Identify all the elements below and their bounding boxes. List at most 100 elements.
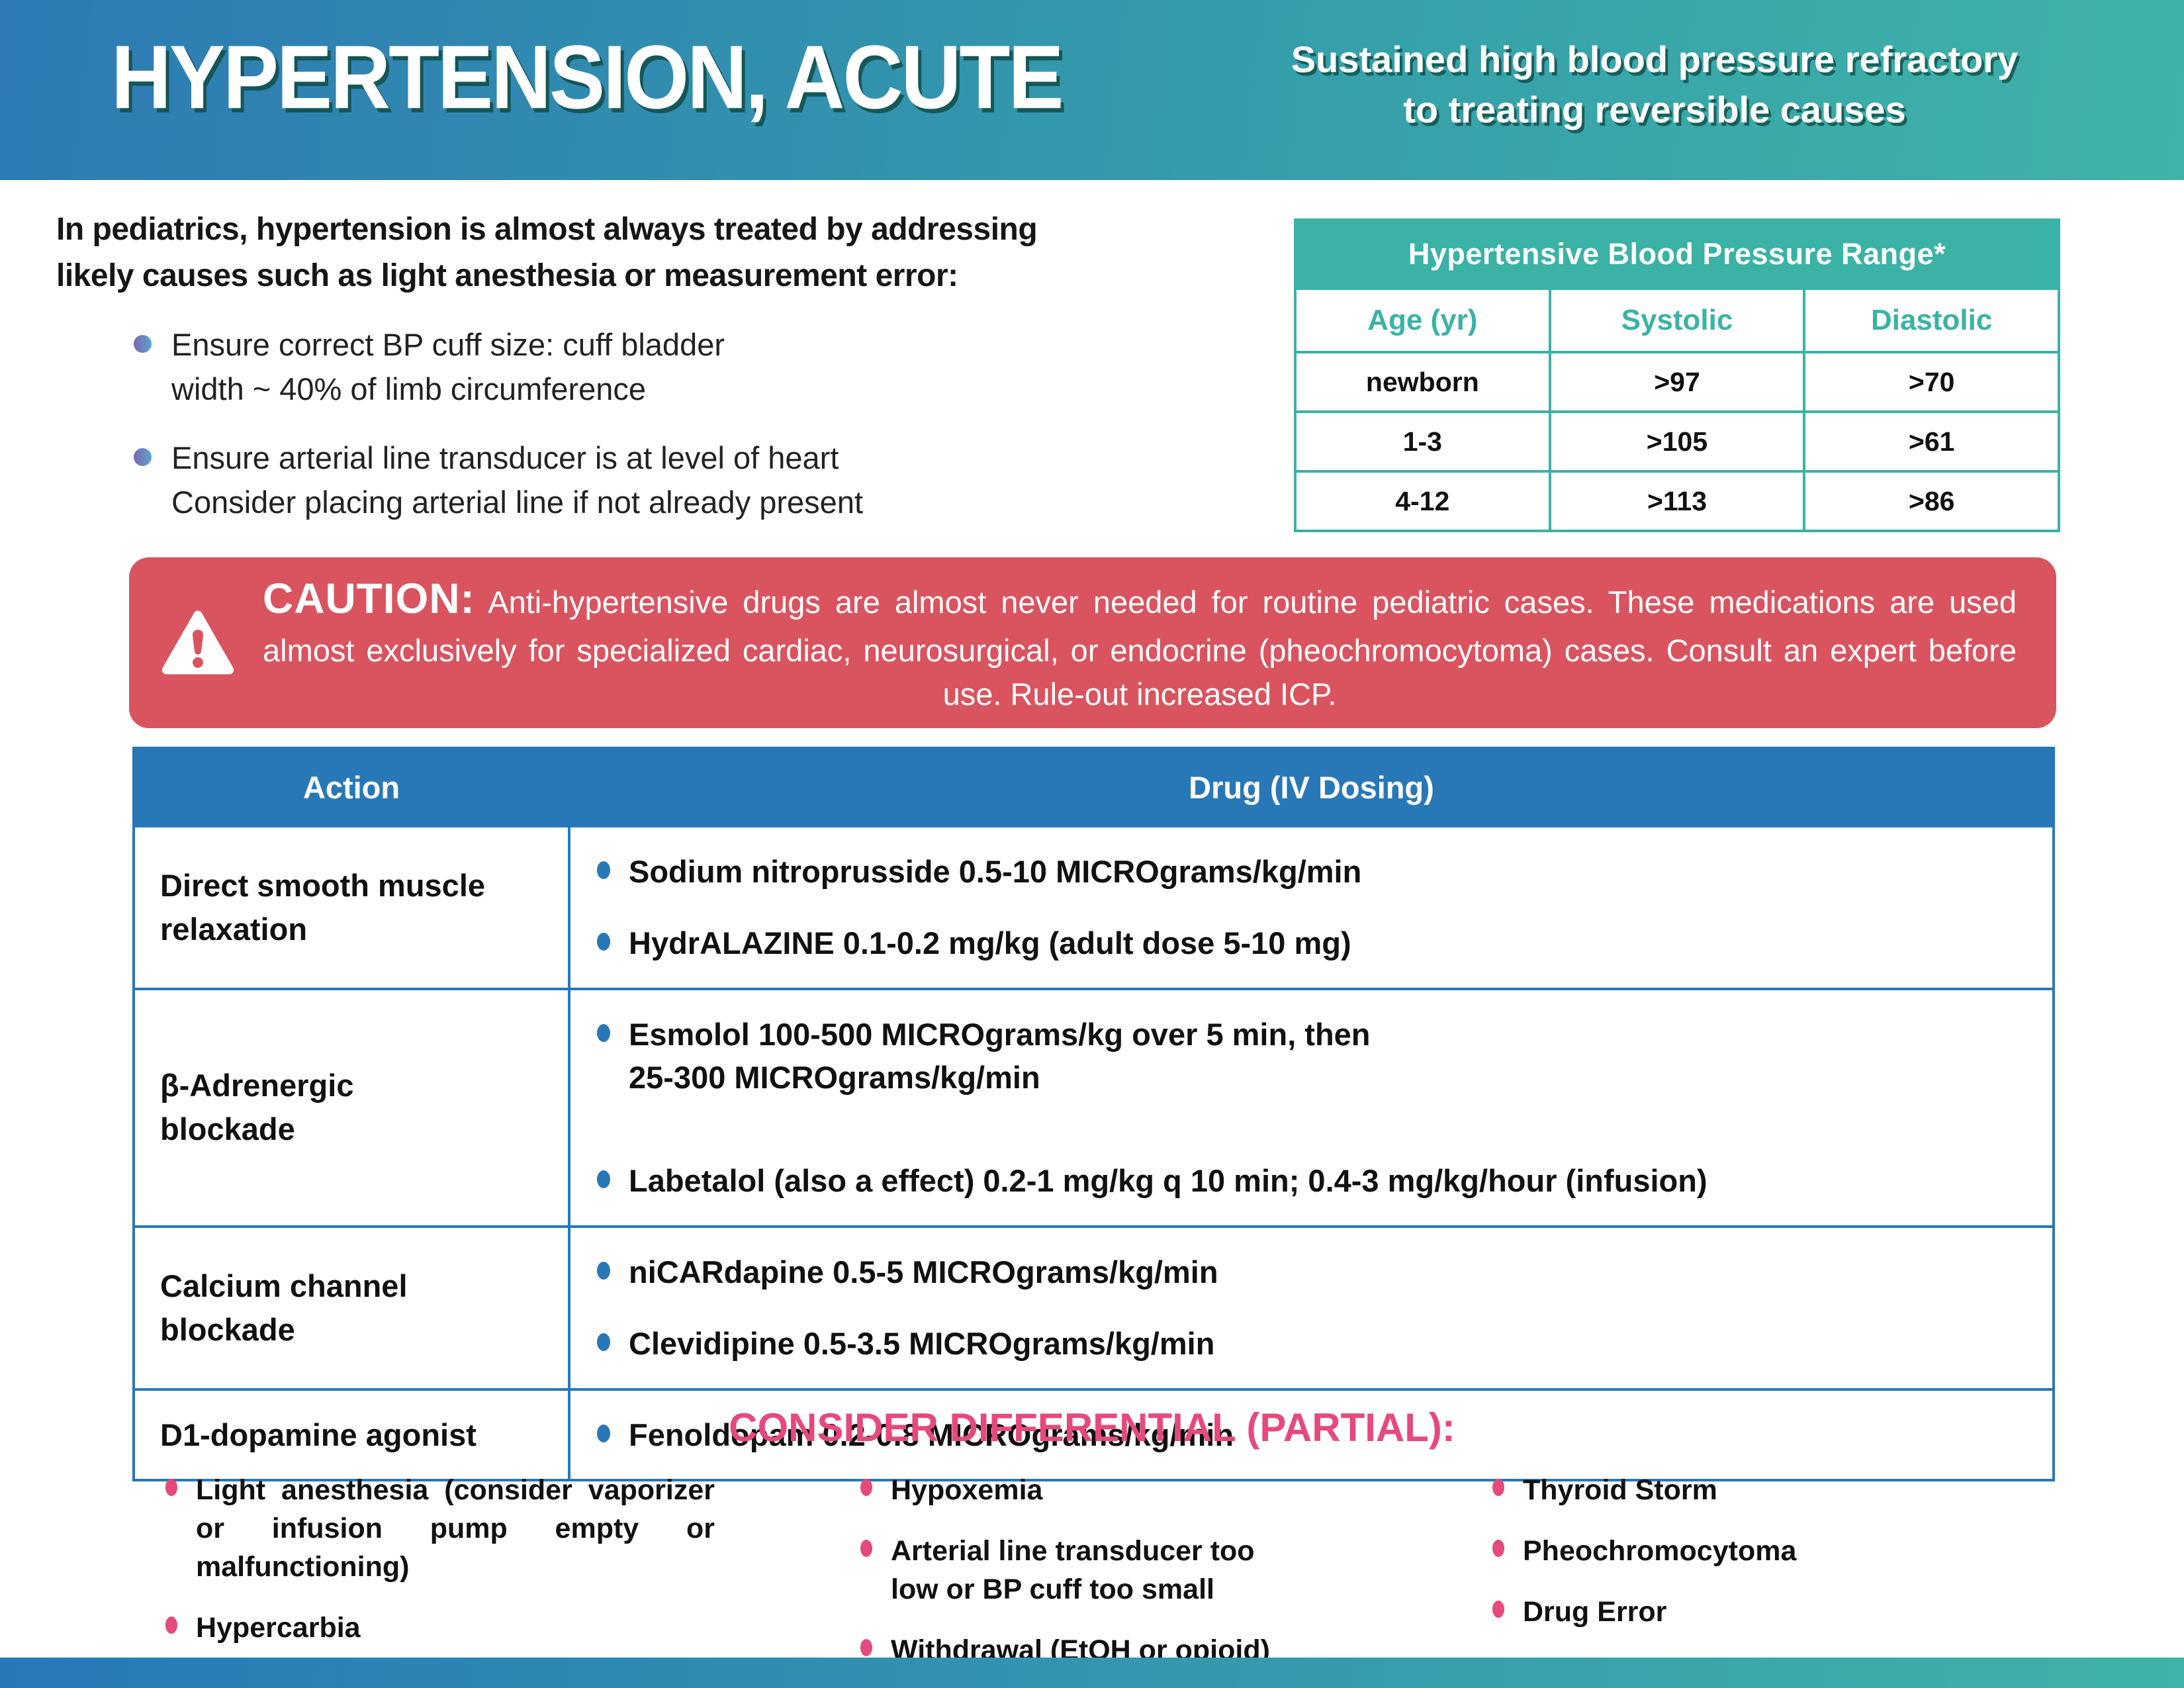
action-cell: D1-dopamine agonist bbox=[132, 1387, 570, 1482]
page-subtitle: Sustained high blood pressure refractory… bbox=[1291, 38, 2019, 130]
drug-item: Labetalol (also a effect) 0.2-1 mg/kg q … bbox=[597, 1159, 2026, 1203]
bullet-icon bbox=[597, 861, 610, 879]
intro-paragraph: In pediatrics, hypertension is almost al… bbox=[56, 212, 1038, 293]
drug-item: HydrALAZINE 0.1-0.2 mg/kg (adult dose 5-… bbox=[597, 921, 2026, 965]
drug-text: Esmolol 100-500 MICROgrams/kg over 5 min… bbox=[629, 1016, 1371, 1096]
caution-text: CAUTION: Anti-hypertensive drugs are alm… bbox=[263, 569, 2017, 716]
drug-text: Fenoldopam 0.2-0.8 MICROgrams/kg/min bbox=[629, 1417, 1234, 1452]
table-cell: 4-12 bbox=[1294, 470, 1551, 532]
table-row: Direct smooth muscle relaxation Sodium n… bbox=[132, 825, 2055, 990]
bullet-icon bbox=[134, 448, 152, 467]
table-header-row: Age (yr) Systolic Diastolic bbox=[1294, 287, 2060, 353]
page-title: HYPERTENSION, ACUTE bbox=[111, 26, 1064, 128]
drug-item: Sodium nitroprusside 0.5-10 MICROgrams/k… bbox=[597, 850, 2026, 894]
caution-body: Anti-hypertensive drugs are almost never… bbox=[263, 585, 2017, 712]
differential-text: Hypoxemia bbox=[891, 1474, 1043, 1506]
action-cell: Calcium channel blockade bbox=[132, 1225, 570, 1391]
drug-item: Fenoldopam 0.2-0.8 MICROgrams/kg/min bbox=[597, 1413, 2026, 1457]
differential-column-1: Light anesthesia (consider vaporizer or … bbox=[165, 1471, 715, 1647]
action-cell: β-Adrenergic blockade bbox=[132, 987, 570, 1228]
list-item: Hypercarbia bbox=[165, 1609, 715, 1647]
drug-text: Labetalol (also a effect) 0.2-1 mg/kg q … bbox=[629, 1163, 1707, 1199]
bullet-icon bbox=[1492, 1540, 1504, 1558]
column-header-age: Age (yr) bbox=[1294, 287, 1551, 353]
bullet-icon bbox=[597, 1333, 610, 1351]
intro-bullet-text: Ensure arterial line transducer is at le… bbox=[171, 440, 864, 520]
bullet-icon bbox=[134, 335, 152, 353]
drug-cell: Esmolol 100-500 MICROgrams/kg over 5 min… bbox=[568, 987, 2055, 1228]
column-header-diastolic: Diastolic bbox=[1803, 287, 2060, 353]
drug-cell: Fenoldopam 0.2-0.8 MICROgrams/kg/min bbox=[568, 1387, 2055, 1482]
differential-text: Light anesthesia (consider vaporizer or … bbox=[196, 1474, 715, 1583]
table-row: newborn >97 >70 bbox=[1294, 351, 2060, 413]
bullet-icon bbox=[860, 1540, 872, 1558]
differential-text: Drug Error bbox=[1523, 1596, 1667, 1628]
table-row: Hypertensive Blood Pressure Range* bbox=[1294, 218, 2060, 290]
drug-item: Clevidipine 0.5-3.5 MICROgrams/kg/min bbox=[597, 1322, 2026, 1366]
caution-label: CAUTION: bbox=[263, 575, 475, 623]
list-item: Thyroid Storm bbox=[1492, 1471, 1969, 1509]
column-header-drug: Drug (IV Dosing) bbox=[568, 747, 2055, 827]
table-row: Calcium channel blockade niCARdapine 0.5… bbox=[132, 1225, 2055, 1391]
bullet-icon bbox=[597, 1424, 610, 1442]
table-row: 4-12 >113 >86 bbox=[1294, 470, 2060, 532]
table-row: D1-dopamine agonist Fenoldopam 0.2-0.8 M… bbox=[132, 1387, 2055, 1482]
drug-text: Clevidipine 0.5-3.5 MICROgrams/kg/min bbox=[629, 1325, 1215, 1361]
intro-bullet-text: Ensure correct BP cuff size: cuff bladde… bbox=[171, 327, 725, 406]
table-cell: newborn bbox=[1294, 351, 1551, 413]
differential-column-2: Hypoxemia Arterial line transducer too l… bbox=[860, 1471, 1310, 1669]
table-row: 1-3 >105 >61 bbox=[1294, 410, 2060, 473]
warning-triangle-icon bbox=[161, 610, 234, 675]
bullet-icon bbox=[1492, 1601, 1504, 1618]
bullet-icon bbox=[165, 1617, 177, 1634]
list-item: Hypoxemia bbox=[860, 1471, 1310, 1509]
column-header-systolic: Systolic bbox=[1548, 287, 1806, 353]
bullet-icon bbox=[860, 1479, 872, 1496]
footer-bar bbox=[0, 1658, 2184, 1688]
table-cell: >61 bbox=[1803, 410, 2060, 473]
header-banner: HYPERTENSION, ACUTE Sustained high blood… bbox=[0, 0, 2184, 180]
list-item: Pheochromocytoma bbox=[1492, 1532, 1969, 1570]
list-item: Light anesthesia (consider vaporizer or … bbox=[165, 1471, 715, 1586]
list-item: Arterial line transducer too low or BP c… bbox=[860, 1532, 1310, 1609]
table-cell: >113 bbox=[1548, 470, 1806, 532]
column-header-action: Action bbox=[132, 747, 570, 827]
action-cell: Direct smooth muscle relaxation bbox=[132, 825, 570, 990]
bullet-icon bbox=[597, 1170, 610, 1189]
drug-item: Esmolol 100-500 MICROgrams/kg over 5 min… bbox=[597, 1013, 2026, 1100]
table-header-row: Action Drug (IV Dosing) bbox=[132, 747, 2055, 827]
bullet-icon bbox=[597, 932, 610, 951]
table-cell: 1-3 bbox=[1294, 410, 1551, 473]
drug-item: niCARdapine 0.5-5 MICROgrams/kg/min bbox=[597, 1250, 2026, 1294]
drug-cell: Sodium nitroprusside 0.5-10 MICROgrams/k… bbox=[568, 825, 2055, 990]
caution-banner: CAUTION: Anti-hypertensive drugs are alm… bbox=[129, 557, 2056, 728]
drug-text: niCARdapine 0.5-5 MICROgrams/kg/min bbox=[629, 1254, 1218, 1289]
drug-cell: niCARdapine 0.5-5 MICROgrams/kg/min Clev… bbox=[568, 1225, 2055, 1391]
table-cell: >97 bbox=[1548, 351, 1806, 413]
table-cell: >70 bbox=[1803, 351, 2060, 413]
list-item: Drug Error bbox=[1492, 1593, 1969, 1631]
differential-column-3: Thyroid Storm Pheochromocytoma Drug Erro… bbox=[1492, 1471, 1969, 1631]
table-cell: >86 bbox=[1803, 470, 2060, 532]
list-item: Ensure correct BP cuff size: cuff bladde… bbox=[134, 323, 1259, 411]
list-item: Ensure arterial line transducer is at le… bbox=[134, 436, 1259, 524]
table-cell: >105 bbox=[1548, 410, 1806, 473]
intro-bullet-list: Ensure correct BP cuff size: cuff bladde… bbox=[134, 323, 1259, 525]
table-row: β-Adrenergic blockade Esmolol 100-500 MI… bbox=[132, 987, 2055, 1228]
bullet-icon bbox=[597, 1023, 610, 1042]
differential-title: CONSIDER DIFFERENTIAL (PARTIAL): bbox=[729, 1405, 1455, 1450]
differential-text: Thyroid Storm bbox=[1523, 1474, 1717, 1506]
drug-text: HydrALAZINE 0.1-0.2 mg/kg (adult dose 5-… bbox=[629, 925, 1351, 961]
differential-text: Hypercarbia bbox=[196, 1612, 361, 1644]
bullet-icon bbox=[860, 1639, 872, 1657]
bp-range-table: Hypertensive Blood Pressure Range* Age (… bbox=[1294, 218, 2060, 532]
bullet-icon bbox=[597, 1261, 610, 1280]
bullet-icon bbox=[1492, 1479, 1504, 1496]
differential-text: Arterial line transducer too low or BP c… bbox=[891, 1535, 1255, 1606]
bp-table-title: Hypertensive Blood Pressure Range* bbox=[1294, 218, 2060, 290]
differential-text: Pheochromocytoma bbox=[1523, 1535, 1797, 1568]
drug-text: Sodium nitroprusside 0.5-10 MICROgrams/k… bbox=[629, 854, 1362, 889]
drug-dosing-table: Action Drug (IV Dosing) Direct smooth mu… bbox=[132, 747, 2055, 1482]
bullet-icon bbox=[165, 1479, 177, 1496]
